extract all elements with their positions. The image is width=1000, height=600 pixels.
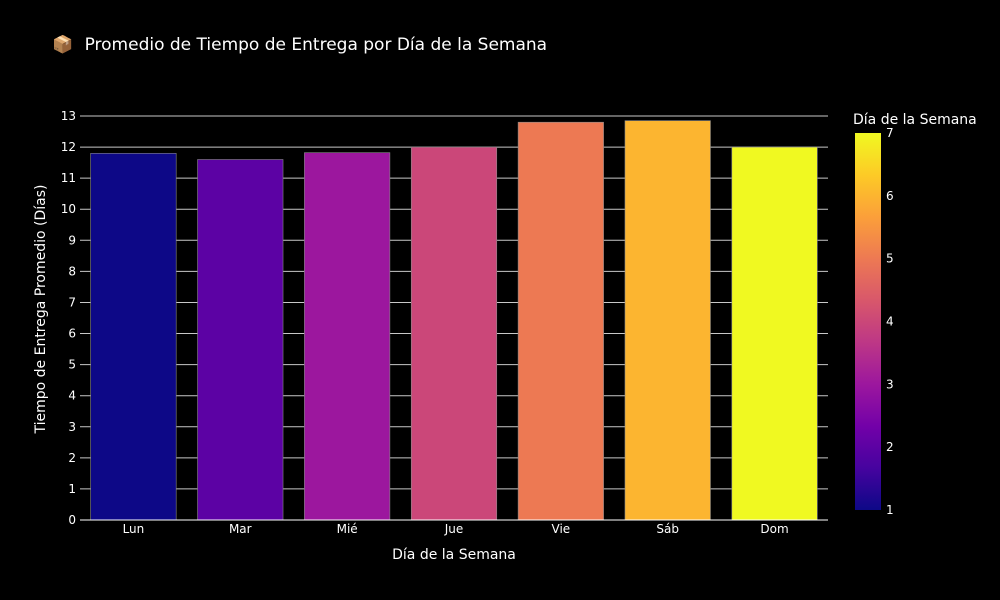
y-tick-label: 2 xyxy=(68,451,76,465)
x-tick-label: Mar xyxy=(229,522,252,536)
x-tick-label: Dom xyxy=(760,522,788,536)
colorbar-title: Día de la Semana xyxy=(853,112,977,128)
x-tick-label: Sáb xyxy=(656,522,679,536)
package-icon: 📦 xyxy=(52,34,73,55)
colorbar-tick-label: 4 xyxy=(886,315,894,329)
colorbar-tick-label: 7 xyxy=(886,126,894,140)
colorbar-tick-label: 1 xyxy=(886,503,894,517)
x-axis-title: Día de la Semana xyxy=(392,547,516,563)
y-tick-label: 12 xyxy=(61,140,76,154)
y-tick-label: 9 xyxy=(68,233,76,247)
y-tick-label: 0 xyxy=(68,513,76,527)
bar-sáb[interactable] xyxy=(624,120,711,521)
y-tick-label: 4 xyxy=(68,389,76,403)
bar-mié[interactable] xyxy=(304,152,391,521)
y-tick-label: 3 xyxy=(68,420,76,434)
y-tick-label: 6 xyxy=(68,327,76,341)
y-tick-label: 13 xyxy=(61,109,76,123)
colorbar-tick-label: 3 xyxy=(886,377,894,391)
colorbar xyxy=(855,133,881,510)
bars xyxy=(90,120,818,521)
x-tick-label: Jue xyxy=(444,522,464,536)
bar-dom[interactable] xyxy=(731,146,818,521)
colorbar-tick-label: 5 xyxy=(886,252,894,266)
chart-title-text: Promedio de Tiempo de Entrega por Día de… xyxy=(85,35,548,55)
x-tick-label: Vie xyxy=(552,522,571,536)
colorbar-tick-label: 6 xyxy=(886,189,894,203)
colorbar-ticks: 1 2 3 4 5 6 7 xyxy=(886,126,894,517)
y-tick-label: 5 xyxy=(68,358,76,372)
x-tick-label: Lun xyxy=(123,522,145,536)
bar-mar[interactable] xyxy=(197,159,284,521)
y-tick-label: 11 xyxy=(61,171,76,185)
bar-vie[interactable] xyxy=(517,121,604,521)
bar-lun[interactable] xyxy=(90,152,177,521)
colorbar-tick-label: 2 xyxy=(886,440,894,454)
bar-jue[interactable] xyxy=(410,146,498,521)
chart-title: 📦 Promedio de Tiempo de Entrega por Día … xyxy=(52,34,547,55)
x-tick-label: Mié xyxy=(337,522,358,536)
y-tick-label: 1 xyxy=(68,482,76,496)
y-axis-title: Tiempo de Entrega Promedio (Días) xyxy=(33,184,49,434)
y-tick-label: 7 xyxy=(68,295,76,309)
y-tick-label: 10 xyxy=(61,202,76,216)
y-tick-label: 8 xyxy=(68,264,76,278)
x-axis-ticks: Lun Mar Mié Jue Vie Sáb Dom xyxy=(123,522,789,536)
